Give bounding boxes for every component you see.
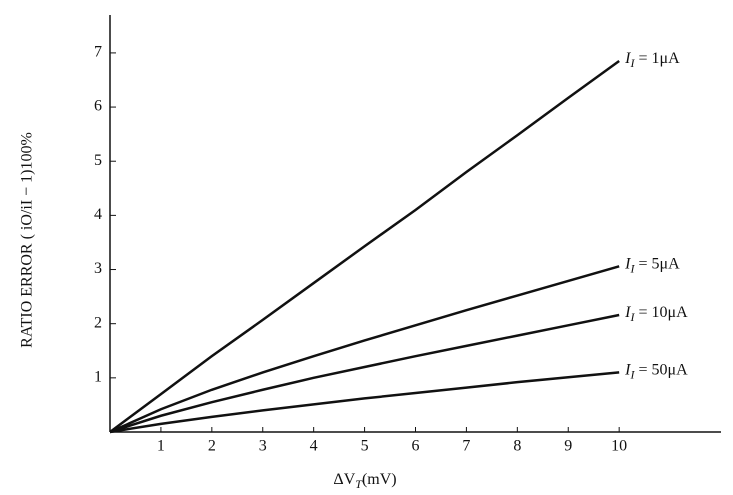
series-line	[110, 61, 619, 432]
series-label: II = 5μA	[624, 255, 680, 275]
series-label: II = 50μA	[624, 361, 688, 381]
page: ΔVT(mV) RATIO ERROR ( iO/iI − 1)100% 1 2 3…	[0, 0, 733, 495]
y-tick-label: 7	[94, 44, 102, 61]
x-tick-label: 7	[462, 438, 470, 455]
y-tick-label: 2	[94, 314, 102, 331]
series-label: II = 1μA	[624, 50, 680, 70]
y-tick-label: 5	[94, 152, 102, 169]
x-tick-label: 1	[157, 438, 165, 455]
x-tick-label: 10	[611, 438, 627, 455]
x-tick-label: 9	[564, 438, 572, 455]
series-label: II = 10μA	[624, 304, 688, 324]
chart: ΔVT(mV) RATIO ERROR ( iO/iI − 1)100% 1 2 3…	[0, 0, 733, 495]
x-tick-label: 6	[412, 438, 420, 455]
y-axis-label: RATIO ERROR ( iO/iI − 1)100%	[19, 132, 36, 348]
y-tick-label: 1	[94, 369, 102, 386]
x-tick-label: 3	[259, 438, 267, 455]
y-tick-label: 3	[94, 260, 102, 277]
x-tick-label: 8	[513, 438, 521, 455]
x-axis-label: ΔVT(mV)	[333, 471, 396, 491]
x-tick-label: 2	[208, 438, 216, 455]
series-line	[110, 372, 619, 432]
y-tick-label: 6	[94, 98, 102, 115]
series-line	[110, 315, 619, 432]
x-tick-label: 4	[310, 438, 318, 455]
y-tick-label: 4	[94, 206, 102, 223]
x-tick-label: 5	[361, 438, 369, 455]
series-line	[110, 266, 619, 432]
